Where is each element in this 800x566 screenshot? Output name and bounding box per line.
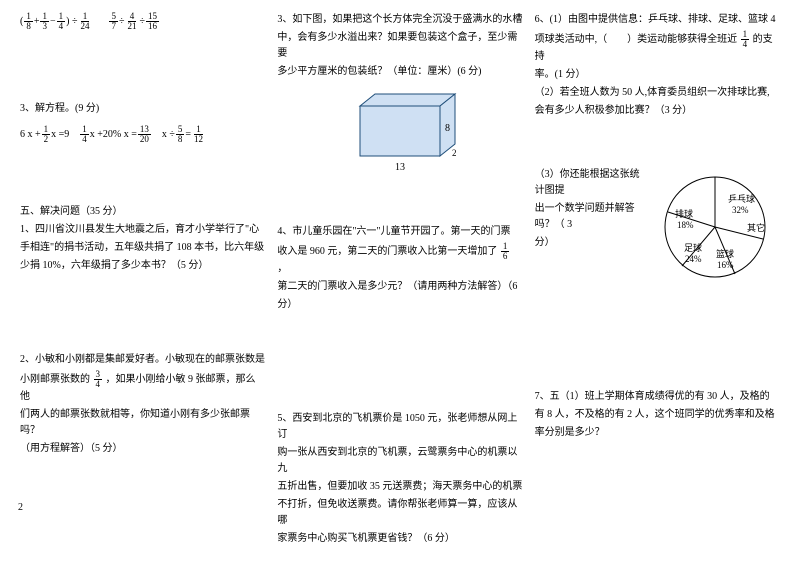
svg-text:乒乓球: 乒乓球 [728,193,755,204]
txt: ( [20,14,23,30]
l5: 会有多少人积极参加比赛？（3 分） [535,103,780,119]
q1-l3: 少捐 10%，六年级捐了多少本书？（5 分） [20,258,265,274]
frac: 18 [24,12,33,31]
eq-c: x ÷ 58 = 112 [162,125,206,144]
expr-2: 57 ÷ 421 ÷ 1516 [108,12,160,31]
frac: 57 [109,12,118,31]
l5: 家票务中心购买飞机票更省钱？（6 分） [277,531,522,547]
q2-l2: 小刚邮票张数的 34 ，如果小刚给小敏 9 张邮票，那么他 [20,370,265,405]
exam-page: ( 18 + 13 − 14 ) ÷ 124 57 ÷ 421 ÷ 1516 [0,0,800,530]
q6-3-and-pie: 乒乓球 32% 排球 18% 足球 24% 篮球 16% 其它 （3）你还能根据… [535,167,780,293]
l2: 有 8 人，不及格的有 2 人，这个班同学的优秀率和及格 [535,407,780,423]
frac: 13 [40,12,49,31]
q6: 6、(1）由图中提供信息：乒乓球、排球、足球、篮球 4 项球类活动中,（ ）类运… [535,12,780,121]
svg-text:排球: 排球 [675,208,693,219]
l1: 7、五（1）班上学期体育成绩得优的有 30 人，及格的 [535,389,780,405]
l4: 分） [277,297,522,313]
svg-text:24%: 24% [685,254,702,264]
page-number: 2 [18,502,23,513]
sec5-title: 五、解决问题（35 分） [20,204,265,220]
l3: 率分别是多少？ [535,425,780,441]
q1-l1: 1、四川省汶川县发生大地震之后，育才小学举行了"心 [20,222,265,238]
q2-l3: 们两人的邮票张数就相等，你知道小刚有多少张邮票吗？ [20,407,265,439]
dim-d: 2 [452,148,457,158]
txt: ÷ [119,14,125,30]
svg-text:足球: 足球 [684,242,702,253]
txt: ÷ [139,14,145,30]
q3-cuboid: 3、如下图，如果把这个长方体完全沉没于盛满水的水槽 中，会有多少水溢出来？如果要… [277,12,522,188]
q7: 7、五（1）班上学期体育成绩得优的有 30 人，及格的 有 8 人，不及格的有 … [535,389,780,443]
svg-text:篮球: 篮球 [716,248,734,259]
l1: 4、市儿童乐园在"六一"儿童节开园了。第一天的门票 [277,224,522,240]
svg-text:16%: 16% [717,260,734,270]
svg-text:其它: 其它 [747,222,765,233]
svg-text:18%: 18% [677,220,694,230]
l1: 6、(1）由图中提供信息：乒乓球、排球、足球、篮球 4 [535,12,780,28]
l2: 项球类活动中,（ ）类运动能够获得全班近 14 的支持 [535,30,780,65]
q3-solve-eq: 3、解方程。(9 分) 6 x + 12 x =9 14 x +20% x = … [20,101,265,148]
l1: 3、如下图，如果把这个长方体完全沉没于盛满水的水槽 [277,12,522,28]
dim-w: 13 [395,162,405,173]
txt: ) ÷ [66,14,77,30]
q2-l4: （用方程解答）（5 分） [20,441,265,457]
l3: 五折出售，但要加收 35 元送票费；海天票务中心的机票 [277,479,522,495]
q4-tickets: 4、市儿童乐园在"六一"儿童节开园了。第一天的门票 收入是 960 元，第二天的… [277,224,522,315]
frac: 1516 [146,12,159,31]
l3: 第二天的门票收入是多少元？（请用两种方法解答）（6 [277,279,522,295]
cuboid-figure: 8 2 13 [340,86,460,182]
q2-l1: 2、小敏和小刚都是集邮爱好者。小敏现在的邮票张数是 [20,352,265,368]
q-calc: ( 18 + 13 − 14 ) ÷ 124 57 ÷ 421 ÷ 1516 [20,12,265,35]
frac: 124 [78,12,91,31]
column-3: 6、(1）由图中提供信息：乒乓球、排球、足球、篮球 4 项球类活动中,（ ）类运… [529,12,786,530]
txt: + [34,14,40,30]
eq-b: 14 x +20% x = 1320 [79,125,152,144]
q2-stamps: 2、小敏和小刚都是集邮爱好者。小敏现在的邮票张数是 小刚邮票张数的 34 ，如果… [20,352,265,459]
txt: − [50,14,56,30]
section-5: 五、解决问题（35 分） 1、四川省汶川县发生大地震之后，育才小学举行了"心 手… [20,204,265,276]
q5-flight: 5、西安到北京的飞机票价是 1050 元，张老师想从网上订 购一张从西安到北京的… [277,411,522,549]
dim-h: 8 [445,123,450,134]
frac: 421 [125,12,138,31]
q3-title: 3、解方程。(9 分) [20,101,265,117]
l2: 购一张从西安到北京的飞机票，云鹭票务中心的机票以九 [277,445,522,477]
frac: 14 [57,12,66,31]
eq-a: 6 x + 12 x =9 [20,125,69,144]
column-2: 3、如下图，如果把这个长方体完全沉没于盛满水的水槽 中，会有多少水溢出来？如果要… [271,12,528,530]
calc-row: ( 18 + 13 − 14 ) ÷ 124 57 ÷ 421 ÷ 1516 [20,12,265,31]
expr-1: ( 18 + 13 − 14 ) ÷ 124 [20,12,92,31]
svg-text:32%: 32% [732,205,749,215]
l4: （2）若全班人数为 50 人,体育委员组织一次排球比赛, [535,85,780,101]
eq-row: 6 x + 12 x =9 14 x +20% x = 1320 x ÷ 58 … [20,125,265,144]
pie-chart: 乒乓球 32% 排球 18% 足球 24% 篮球 16% 其它 [650,167,780,293]
l2: 收入是 960 元，第二天的门票收入比第一天增加了 16 ， [277,242,522,277]
l3: 率。(1 分） [535,67,780,83]
column-1: ( 18 + 13 − 14 ) ÷ 124 57 ÷ 421 ÷ 1516 [14,12,271,530]
l2: 中，会有多少水溢出来？如果要包装这个盒子，至少需要 [277,30,522,62]
q1-l2: 手相连"的捐书活动，五年级共捐了 108 本书，比六年级 [20,240,265,256]
l1: 5、西安到北京的飞机票价是 1050 元，张老师想从网上订 [277,411,522,443]
l4: 不打折，但免收送票费。请你帮张老师算一算，应该从哪 [277,497,522,529]
l3: 多少平方厘米的包装纸？（单位：厘米）(6 分) [277,64,522,80]
